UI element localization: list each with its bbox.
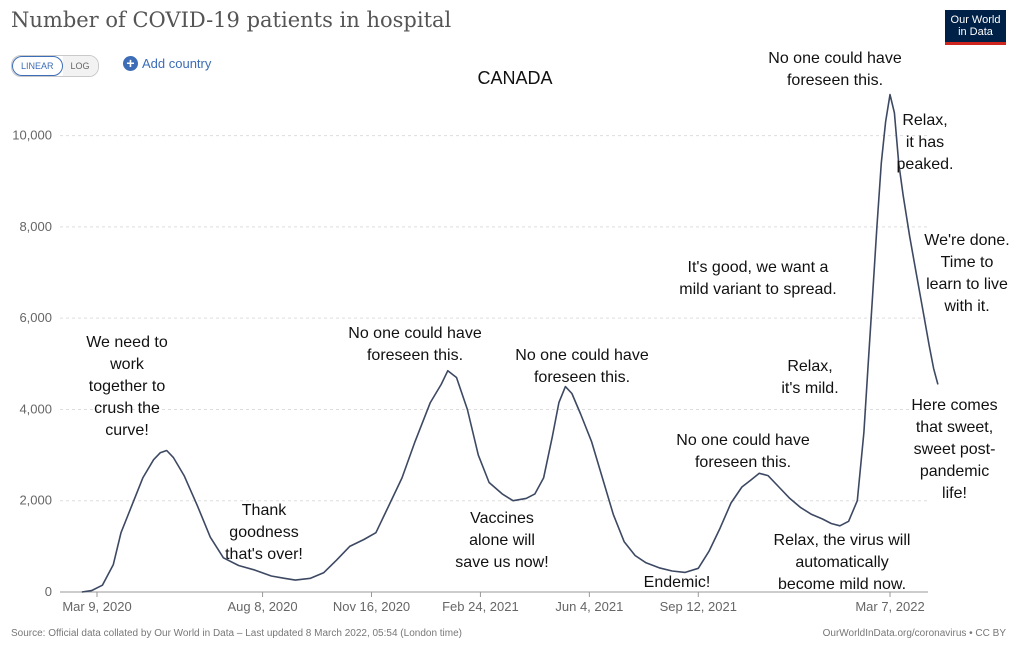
series-line-canada[interactable] (81, 93, 939, 593)
y-tick-label: 2,000 (19, 493, 52, 508)
chart-title: Number of COVID-19 patients in hospital (11, 8, 452, 32)
y-tick-label: 8,000 (19, 219, 52, 234)
plus-icon: + (123, 56, 138, 71)
annotation-13: We're done. Time to learn to live with i… (924, 232, 1010, 315)
x-tick-label: Sep 12, 2021 (660, 599, 737, 614)
country-label: CANADA (477, 68, 552, 88)
annotation-4: Vaccines alone will save us now! (455, 510, 549, 571)
linear-scale-button[interactable]: LINEAR (12, 56, 63, 76)
logo-line-2: in Data (958, 26, 993, 38)
y-tick-label: 10,000 (12, 128, 52, 143)
x-tick-label: Feb 24, 2021 (442, 599, 519, 614)
annotation-6: Endemic! (643, 574, 711, 591)
annotation-5: No one could have foreseen this. (515, 347, 649, 386)
annotation-3: No one could have foreseen this. (348, 325, 482, 364)
scale-toggle[interactable]: LINEAR LOG (11, 55, 99, 77)
x-tick-label: Jun 4, 2021 (555, 599, 623, 614)
annotation-2: Thank goodness that's over! (225, 502, 303, 563)
x-tick-label: Nov 16, 2020 (333, 599, 410, 614)
add-country-label: Add country (142, 56, 212, 71)
annotation-7: No one could have foreseen this. (676, 432, 810, 471)
x-tick-label: Mar 9, 2020 (62, 599, 131, 614)
logo-line-1: Our World (950, 14, 1001, 26)
license-link[interactable]: OurWorldInData.org/coronavirus • CC BY (822, 628, 1006, 639)
y-tick-label: 4,000 (19, 401, 52, 416)
y-tick-label: 0 (45, 584, 52, 599)
add-country-button[interactable]: + Add country (123, 56, 211, 71)
x-tick-label: Aug 8, 2020 (228, 599, 298, 614)
owid-logo[interactable]: Our World in Data (945, 10, 1006, 45)
annotation-11: No one could have foreseen this. (768, 50, 902, 89)
annotation-8: Relax, the virus will automatically beco… (773, 532, 911, 593)
log-scale-button[interactable]: LOG (62, 56, 98, 76)
annotation-10: Relax, it's mild. (781, 358, 839, 397)
annotation-12: Relax, it has peaked. (896, 112, 954, 173)
y-tick-label: 6,000 (19, 310, 52, 325)
source-note: Source: Official data collated by Our Wo… (11, 628, 463, 639)
annotation-14: Here comes that sweet, sweet post- pande… (911, 397, 998, 502)
annotation-9: It's good, we want a mild variant to spr… (679, 259, 837, 298)
annotation-1: We need to work together to crush the cu… (86, 334, 168, 439)
x-tick-label: Mar 7, 2022 (855, 599, 924, 614)
